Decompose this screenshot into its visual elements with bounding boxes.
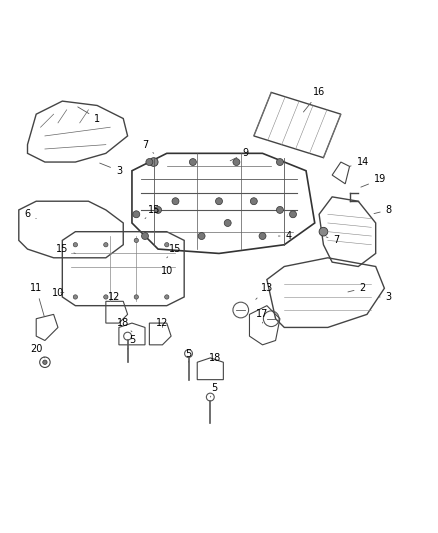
Text: 5: 5 [127, 335, 135, 349]
Text: 18: 18 [208, 353, 221, 363]
Circle shape [73, 295, 78, 299]
Circle shape [290, 211, 297, 218]
Text: 4: 4 [279, 231, 292, 241]
Text: 18: 18 [117, 318, 132, 332]
Text: 3: 3 [378, 292, 392, 302]
Text: 2: 2 [348, 283, 366, 293]
Text: 5: 5 [210, 383, 218, 397]
Text: 10: 10 [161, 266, 173, 276]
Text: 1: 1 [78, 107, 100, 124]
Circle shape [43, 360, 47, 365]
Circle shape [198, 232, 205, 239]
Circle shape [233, 158, 240, 166]
Circle shape [165, 295, 169, 299]
Text: 9: 9 [230, 148, 248, 161]
Text: 8: 8 [374, 205, 392, 215]
Circle shape [276, 206, 283, 213]
Text: 16: 16 [304, 87, 325, 112]
Circle shape [104, 243, 108, 247]
Circle shape [146, 158, 153, 166]
Circle shape [319, 228, 328, 236]
Text: 10: 10 [52, 288, 64, 297]
Circle shape [104, 295, 108, 299]
Circle shape [149, 158, 158, 166]
Circle shape [73, 243, 78, 247]
Circle shape [224, 220, 231, 227]
Circle shape [172, 198, 179, 205]
Text: 11: 11 [30, 283, 44, 316]
Circle shape [251, 198, 257, 205]
Text: 7: 7 [142, 140, 154, 154]
Circle shape [276, 158, 283, 166]
Text: 12: 12 [156, 318, 169, 328]
Circle shape [133, 211, 140, 218]
Text: 3: 3 [100, 163, 122, 176]
Text: 15: 15 [145, 205, 160, 219]
Text: 14: 14 [350, 157, 369, 167]
Circle shape [259, 232, 266, 239]
Text: 7: 7 [326, 236, 339, 245]
Circle shape [215, 198, 223, 205]
Circle shape [134, 295, 138, 299]
Text: 15: 15 [56, 244, 75, 254]
Text: 5: 5 [185, 349, 192, 362]
Circle shape [134, 238, 138, 243]
Text: 17: 17 [256, 309, 268, 323]
Circle shape [141, 232, 148, 239]
Text: 6: 6 [25, 209, 36, 219]
Text: 15: 15 [167, 244, 182, 258]
Circle shape [155, 206, 162, 213]
Circle shape [165, 243, 169, 247]
Text: 13: 13 [256, 283, 273, 300]
Text: 19: 19 [361, 174, 386, 187]
Circle shape [189, 158, 196, 166]
Text: 12: 12 [108, 292, 121, 302]
Text: 20: 20 [30, 344, 45, 358]
